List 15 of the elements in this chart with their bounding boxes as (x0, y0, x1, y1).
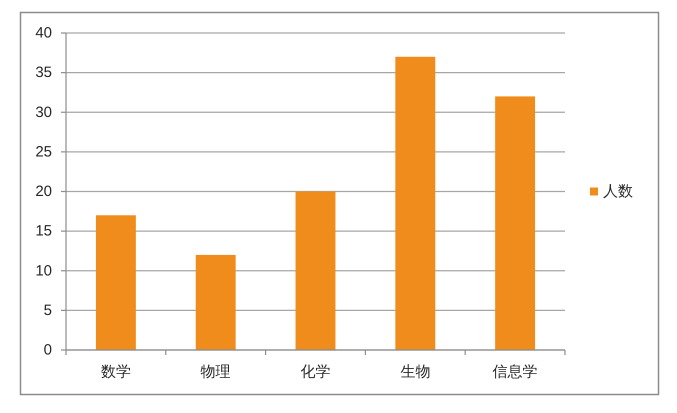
x-tick-label: 生物 (400, 364, 430, 380)
x-tick-label: 数学 (100, 364, 131, 380)
y-tick-label: 10 (35, 262, 52, 280)
y-tick-label: 35 (35, 64, 52, 82)
y-tick-label: 5 (44, 302, 52, 319)
y-tick-label: 20 (35, 183, 52, 200)
y-tick-label: 25 (35, 143, 52, 160)
y-tick-label: 40 (35, 24, 52, 42)
x-tick-label: 物理 (200, 364, 231, 380)
x-tick-label: 化学 (300, 364, 330, 380)
y-tick-label: 0 (44, 342, 52, 358)
y-tick-label: 15 (35, 222, 52, 240)
x-tick-label: 信息学 (492, 364, 538, 380)
legend-label: 人数 (603, 183, 633, 200)
y-tick-label: 30 (35, 104, 52, 121)
